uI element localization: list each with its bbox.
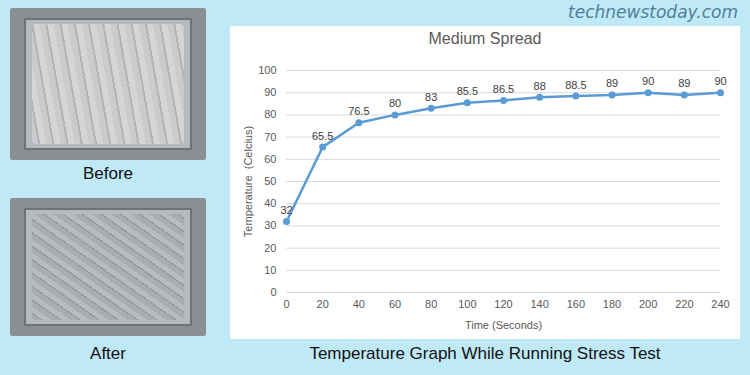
svg-text:83: 83 bbox=[425, 91, 437, 103]
html-text:Before: Before bbox=[83, 164, 133, 183]
svg-text:140: 140 bbox=[530, 298, 548, 310]
svg-text:60: 60 bbox=[389, 298, 401, 310]
svg-text:40: 40 bbox=[264, 197, 276, 209]
svg-text:80: 80 bbox=[425, 298, 437, 310]
svg-text:80: 80 bbox=[264, 108, 276, 120]
svg-text:50: 50 bbox=[264, 175, 276, 187]
html-text:technewstoday.com: technewstoday.com bbox=[568, 2, 738, 22]
svg-text:120: 120 bbox=[494, 298, 512, 310]
svg-text:76.5: 76.5 bbox=[348, 105, 369, 117]
svg-text:240: 240 bbox=[711, 298, 729, 310]
html-text:Temperature Graph While Runnin: Temperature Graph While Running Stress T… bbox=[309, 344, 661, 363]
svg-text:90: 90 bbox=[264, 86, 276, 98]
svg-text:30: 30 bbox=[264, 219, 276, 231]
svg-text:80: 80 bbox=[389, 97, 401, 109]
svg-text:180: 180 bbox=[603, 298, 621, 310]
svg-text:20: 20 bbox=[317, 298, 329, 310]
svg-text:100: 100 bbox=[258, 64, 276, 76]
svg-text:89: 89 bbox=[606, 77, 618, 89]
svg-text:85.5: 85.5 bbox=[457, 85, 478, 97]
svg-text:100: 100 bbox=[458, 298, 476, 310]
svg-text:60: 60 bbox=[264, 153, 276, 165]
svg-text:20: 20 bbox=[264, 242, 276, 254]
svg-text:90: 90 bbox=[642, 75, 654, 87]
svg-text:40: 40 bbox=[353, 298, 365, 310]
svg-text:89: 89 bbox=[678, 77, 690, 89]
svg-text:Time (Seconds): Time (Seconds) bbox=[465, 319, 542, 331]
svg-text:160: 160 bbox=[567, 298, 585, 310]
svg-text:90: 90 bbox=[714, 75, 726, 87]
svg-text:88.5: 88.5 bbox=[565, 79, 586, 91]
svg-text:10: 10 bbox=[264, 264, 276, 276]
svg-text:32: 32 bbox=[280, 204, 292, 216]
svg-text:86.5: 86.5 bbox=[493, 83, 514, 95]
svg-text:220: 220 bbox=[675, 298, 693, 310]
svg-text:65.5: 65.5 bbox=[312, 130, 333, 142]
svg-text:70: 70 bbox=[264, 131, 276, 143]
html-text:After: After bbox=[90, 344, 126, 363]
svg-text:88: 88 bbox=[534, 80, 546, 92]
svg-text:200: 200 bbox=[639, 298, 657, 310]
html-text:Medium Spread: Medium Spread bbox=[428, 30, 542, 47]
svg-text:Temperature (Celcius): Temperature (Celcius) bbox=[242, 126, 254, 237]
svg-text:0: 0 bbox=[283, 298, 289, 310]
svg-text:0: 0 bbox=[270, 286, 276, 298]
